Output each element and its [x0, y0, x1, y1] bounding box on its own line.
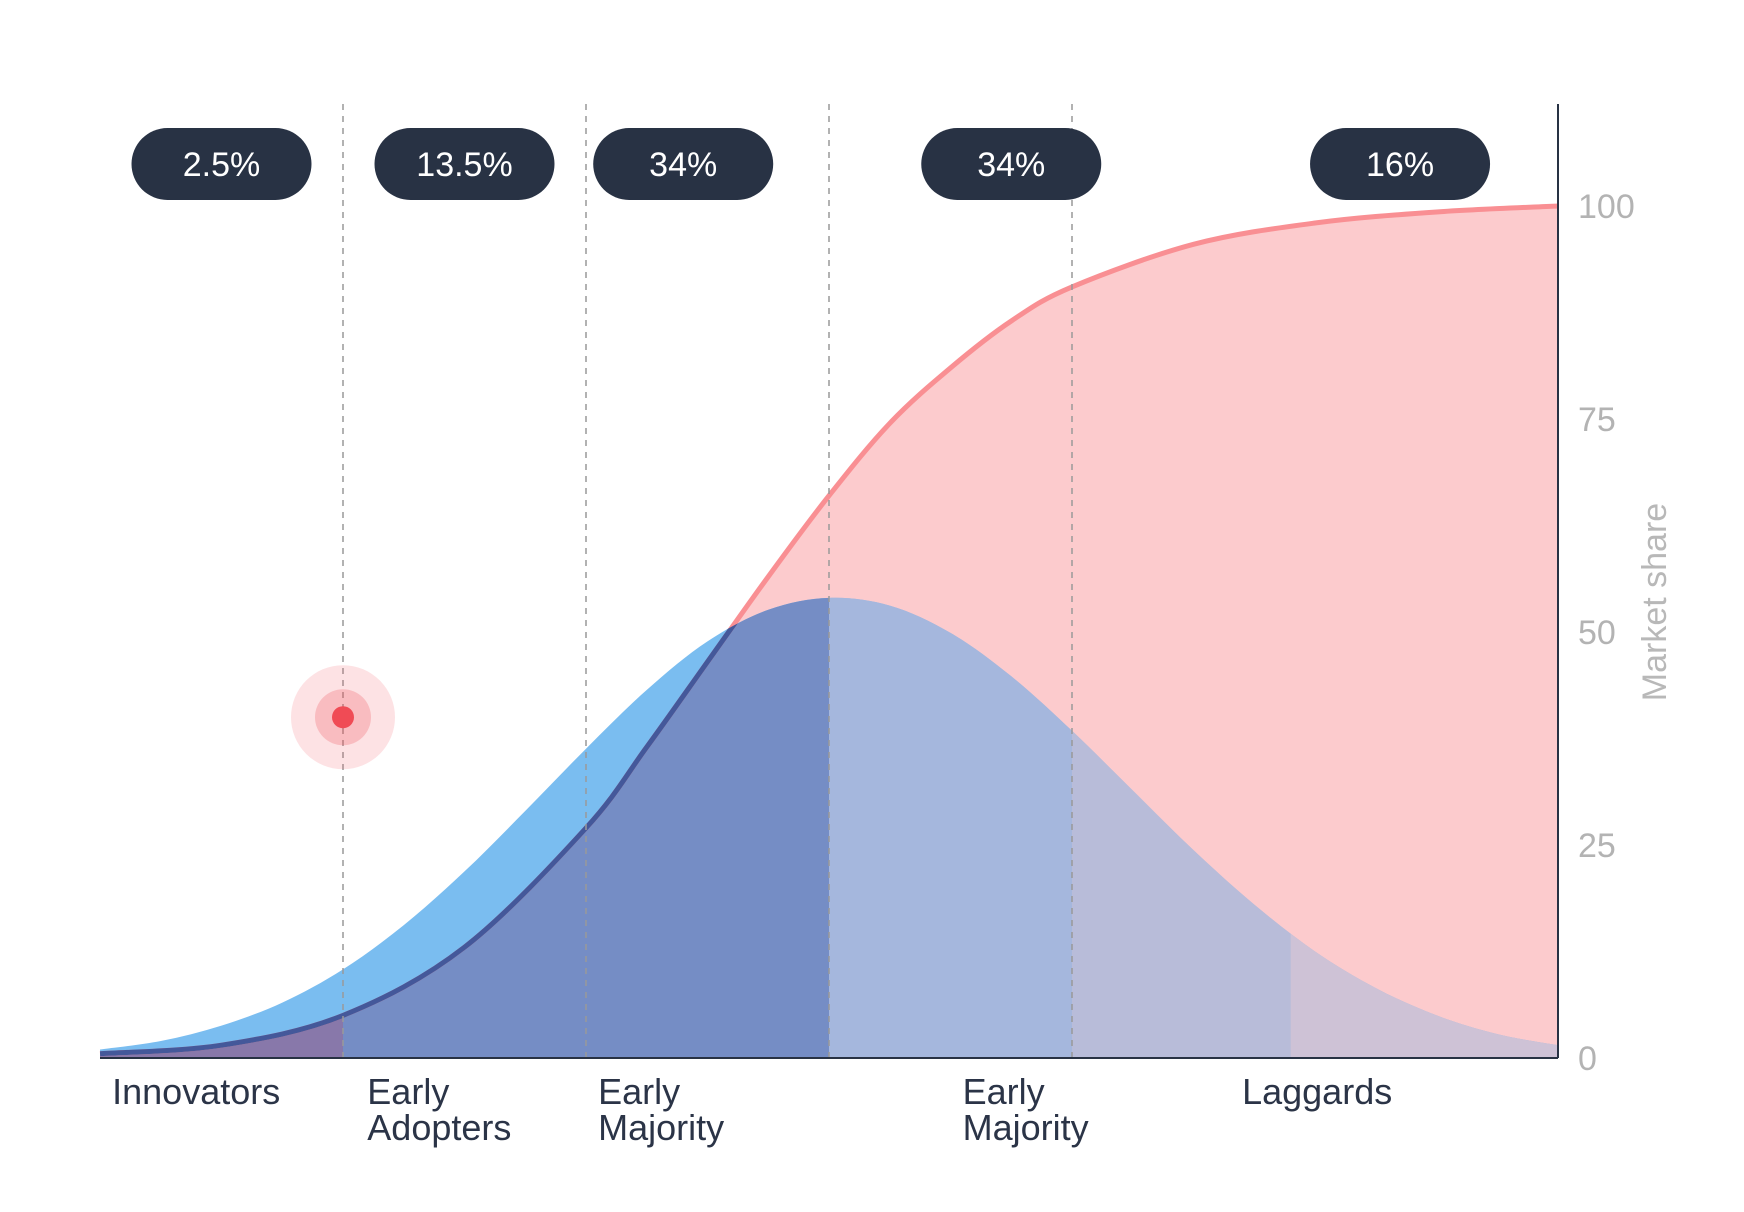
share-badge-pill [374, 128, 555, 200]
segment-label-line: Majority [598, 1107, 724, 1148]
segment-label-line: Early [598, 1071, 680, 1112]
y-tick-label: 25 [1578, 827, 1616, 865]
segment-label-line: Laggards [1242, 1071, 1392, 1112]
share-badge-4: 34% [921, 128, 1102, 200]
segment-label-line: Adopters [367, 1107, 511, 1148]
segment-label-1: Innovators [112, 1071, 280, 1112]
y-axis-title: Market share [1636, 503, 1674, 701]
segment-label-line: Early [963, 1071, 1045, 1112]
share-badge-2: 13.5% [374, 128, 555, 200]
segment-label-2: Early Adopters [367, 1071, 511, 1148]
cumulative-line-dark [100, 597, 1558, 1057]
segment-label-line: Early [367, 1071, 449, 1112]
overlap-segment-1 [100, 597, 343, 1058]
share-badge-pill [131, 128, 312, 200]
line-layer [99, 203, 1559, 1057]
share-badge-pill [921, 128, 1102, 200]
share-badge-text: 2.5% [183, 146, 261, 184]
segment-label-line: Majority [963, 1107, 1089, 1148]
share-badge-text: 13.5% [416, 146, 512, 184]
share-badge-text: 16% [1366, 146, 1434, 184]
y-tick-label: 75 [1578, 401, 1616, 439]
y-tick-label: 50 [1578, 614, 1616, 652]
distribution-segment-1 [100, 597, 343, 1058]
segment-dividers [342, 104, 1073, 1058]
y-tick-label: 0 [1578, 1040, 1597, 1078]
segment-label-5: Laggards [1242, 1071, 1392, 1112]
y-axis: 0 25 50 75 100 [100, 104, 1635, 1078]
share-badge-pill [1310, 128, 1491, 200]
marker-layer [291, 665, 395, 770]
share-badge-pill [593, 128, 774, 200]
share-badges: 2.5% 13.5% 34% 34% 16% [131, 128, 1491, 200]
segment-label-line: Innovators [112, 1071, 280, 1112]
segment-label-4: Early Majority [963, 1071, 1089, 1148]
share-badge-5: 16% [1310, 128, 1491, 200]
y-tick-label: 100 [1578, 188, 1635, 226]
share-badge-text: 34% [977, 146, 1045, 184]
segment-label-3: Early Majority [598, 1071, 724, 1148]
share-badge-text: 34% [649, 146, 717, 184]
overlap-segment-3 [586, 597, 829, 1058]
share-badge-1: 2.5% [131, 128, 312, 200]
share-badge-3: 34% [593, 128, 774, 200]
marker-point [332, 706, 354, 729]
cumulative-line-overlap [100, 597, 1558, 1057]
